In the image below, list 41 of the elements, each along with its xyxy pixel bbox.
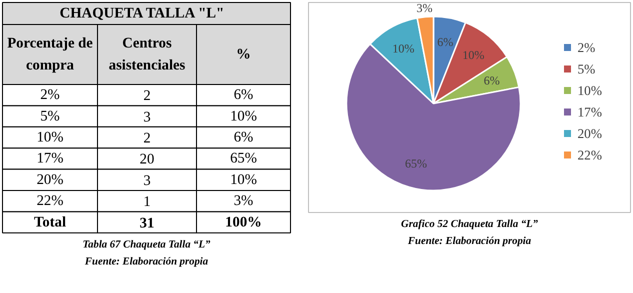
category-label: 5% bbox=[40, 108, 60, 124]
category-label: Total bbox=[34, 214, 66, 230]
data-label: 3 bbox=[143, 172, 151, 189]
data-label: 6% bbox=[437, 34, 454, 49]
source-note: Fuente: Elaboración propia bbox=[406, 236, 532, 247]
legend-label: 20% bbox=[578, 126, 602, 141]
text: Porcentaje de compra bbox=[7, 36, 94, 74]
legend-label: 17% bbox=[578, 104, 602, 120]
text: Grafico 52 Chaqueta Talla “L” bbox=[401, 219, 539, 230]
data-label: 1 bbox=[143, 194, 151, 210]
data-label: 3% bbox=[234, 193, 254, 210]
legend-label: 2% bbox=[578, 40, 596, 55]
data-label: 65% bbox=[230, 150, 257, 167]
series-label: Centros asistenciales bbox=[108, 36, 186, 74]
data-label: 6% bbox=[234, 87, 254, 104]
category-label: 17% bbox=[36, 150, 64, 167]
data-label: 31 bbox=[140, 215, 154, 232]
category-label: 22% bbox=[36, 193, 64, 210]
legend-label: 10% bbox=[578, 83, 602, 98]
data-label: 10% bbox=[230, 172, 257, 188]
data-label: 2 bbox=[143, 88, 151, 104]
series-label: % bbox=[236, 46, 251, 62]
data-label: 10% bbox=[462, 48, 484, 62]
legend-label: 22% bbox=[578, 148, 602, 162]
data-label: 10% bbox=[230, 108, 257, 124]
source-note: Fuente: Elaboración propia bbox=[84, 256, 209, 268]
data-label: 3% bbox=[416, 1, 432, 16]
data-label: 6% bbox=[234, 130, 254, 146]
text: CHAQUETA TALLA "L" bbox=[60, 6, 224, 22]
text: Tabla 67 Chaqueta Talla “L” bbox=[82, 239, 212, 250]
data-label: 3 bbox=[143, 109, 151, 126]
data-label: 100% bbox=[225, 214, 262, 230]
category-label: 10% bbox=[36, 130, 64, 146]
category-label: 2% bbox=[40, 87, 60, 104]
data-label: 2 bbox=[143, 130, 151, 146]
data-label: 6% bbox=[484, 73, 500, 88]
data-label: 10% bbox=[392, 42, 414, 56]
data-label: 20 bbox=[140, 152, 154, 168]
category-label: 20% bbox=[36, 172, 64, 188]
data-label: 65% bbox=[405, 156, 428, 171]
legend-label: 5% bbox=[578, 62, 596, 76]
